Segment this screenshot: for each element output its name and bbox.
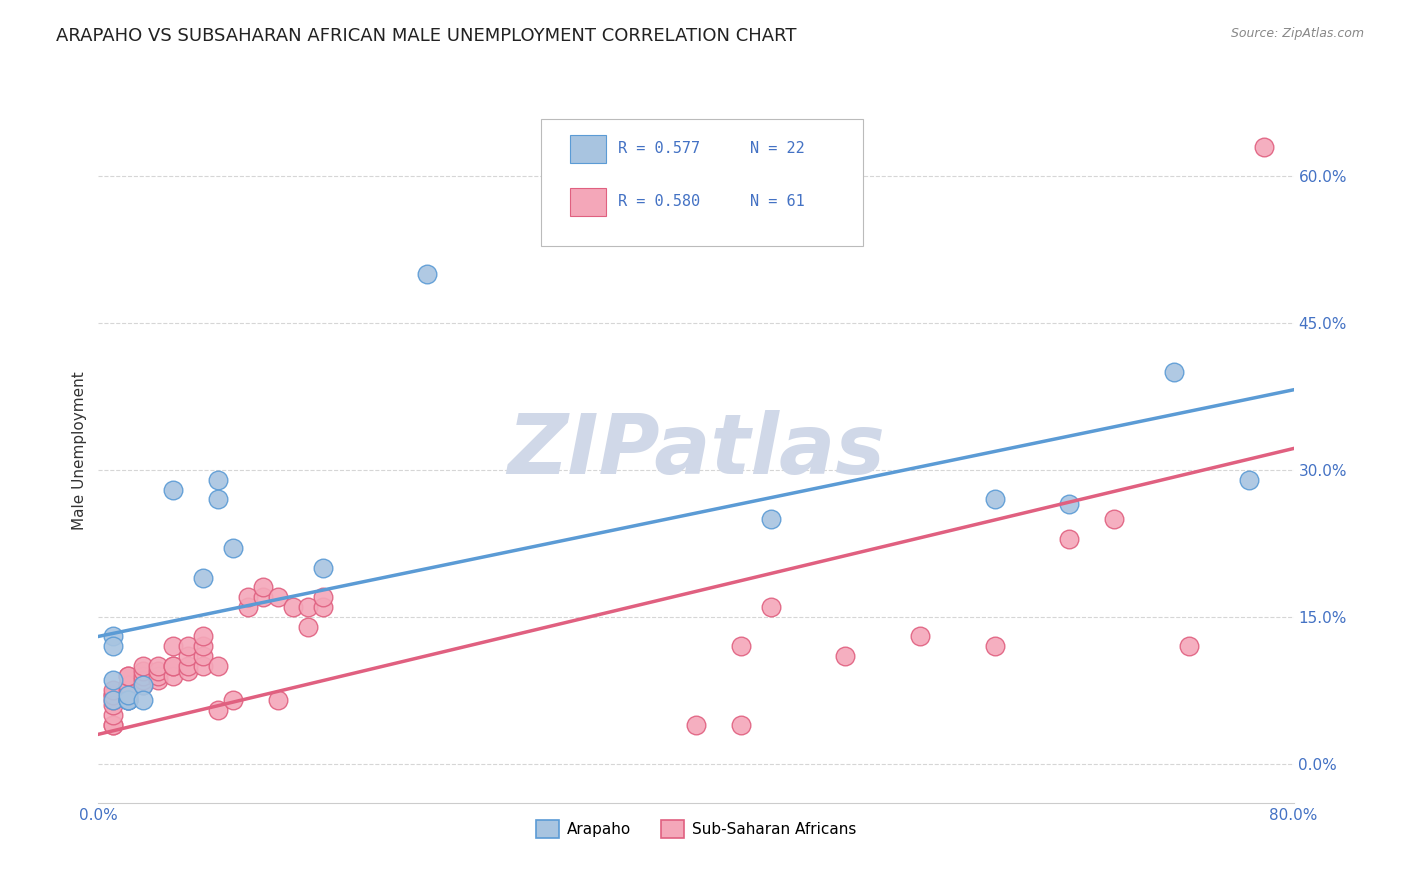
Point bbox=[162, 668, 184, 682]
Text: ARAPAHO VS SUBSAHARAN AFRICAN MALE UNEMPLOYMENT CORRELATION CHART: ARAPAHO VS SUBSAHARAN AFRICAN MALE UNEMP… bbox=[56, 27, 797, 45]
Point bbox=[236, 600, 259, 615]
Point bbox=[281, 600, 304, 615]
Point bbox=[162, 483, 184, 497]
Point bbox=[177, 658, 200, 673]
Point bbox=[132, 678, 155, 692]
Point bbox=[117, 678, 139, 692]
Point bbox=[297, 600, 319, 615]
Point bbox=[162, 639, 184, 653]
Point bbox=[117, 693, 139, 707]
Point bbox=[311, 600, 333, 615]
Point bbox=[103, 717, 125, 731]
Point bbox=[117, 668, 139, 682]
Text: Source: ZipAtlas.com: Source: ZipAtlas.com bbox=[1230, 27, 1364, 40]
Text: ZIPatlas: ZIPatlas bbox=[508, 410, 884, 491]
Point bbox=[207, 492, 229, 507]
Point bbox=[267, 693, 290, 707]
Point bbox=[685, 717, 707, 731]
Point bbox=[908, 629, 931, 643]
Point bbox=[117, 683, 139, 698]
Point bbox=[267, 591, 290, 605]
Point bbox=[311, 561, 333, 575]
Y-axis label: Male Unemployment: Male Unemployment bbox=[72, 371, 87, 530]
Point bbox=[103, 629, 125, 643]
Text: R = 0.580: R = 0.580 bbox=[619, 194, 700, 210]
Point bbox=[103, 698, 125, 712]
Point bbox=[103, 693, 125, 707]
Point bbox=[222, 541, 245, 556]
Point bbox=[117, 693, 139, 707]
Point bbox=[252, 581, 274, 595]
Point bbox=[117, 688, 139, 702]
Point bbox=[103, 707, 125, 722]
Point bbox=[984, 492, 1007, 507]
Bar bbox=[571, 187, 606, 216]
Point bbox=[103, 688, 125, 702]
Point bbox=[834, 648, 856, 663]
Point bbox=[132, 693, 155, 707]
Point bbox=[132, 668, 155, 682]
Point bbox=[759, 512, 782, 526]
FancyBboxPatch shape bbox=[541, 120, 863, 246]
Point bbox=[117, 668, 139, 682]
Text: R = 0.577: R = 0.577 bbox=[619, 141, 700, 156]
Point bbox=[207, 703, 229, 717]
Point bbox=[103, 639, 125, 653]
Point bbox=[252, 591, 274, 605]
Text: N = 22: N = 22 bbox=[749, 141, 804, 156]
Point bbox=[177, 639, 200, 653]
Point bbox=[132, 664, 155, 678]
Point bbox=[759, 600, 782, 615]
Point bbox=[416, 268, 439, 282]
Point bbox=[162, 658, 184, 673]
Point bbox=[191, 648, 214, 663]
Point bbox=[132, 658, 155, 673]
Point bbox=[191, 571, 214, 585]
Point bbox=[162, 658, 184, 673]
Point bbox=[103, 693, 125, 707]
Point bbox=[103, 683, 125, 698]
Point bbox=[311, 591, 333, 605]
Point bbox=[297, 619, 319, 633]
Point bbox=[1104, 512, 1126, 526]
Point bbox=[207, 658, 229, 673]
Point bbox=[117, 678, 139, 692]
Point bbox=[730, 717, 752, 731]
Point bbox=[148, 668, 170, 682]
Point bbox=[191, 658, 214, 673]
Point bbox=[236, 591, 259, 605]
Point bbox=[1059, 532, 1081, 546]
Point bbox=[1059, 497, 1081, 511]
Point bbox=[103, 717, 125, 731]
Point bbox=[148, 664, 170, 678]
Point bbox=[148, 673, 170, 688]
Point bbox=[984, 639, 1007, 653]
Point bbox=[117, 688, 139, 702]
Point bbox=[117, 693, 139, 707]
Point bbox=[191, 629, 214, 643]
Point bbox=[117, 693, 139, 707]
Text: N = 61: N = 61 bbox=[749, 194, 804, 210]
Point bbox=[1237, 473, 1260, 487]
Point bbox=[132, 678, 155, 692]
Point bbox=[177, 664, 200, 678]
Point bbox=[148, 658, 170, 673]
Point bbox=[132, 673, 155, 688]
Point bbox=[177, 648, 200, 663]
Point bbox=[191, 639, 214, 653]
Point bbox=[103, 673, 125, 688]
Bar bbox=[571, 135, 606, 163]
Point bbox=[730, 639, 752, 653]
Point bbox=[1163, 365, 1185, 379]
Point bbox=[103, 688, 125, 702]
Point bbox=[1178, 639, 1201, 653]
Point bbox=[222, 693, 245, 707]
Point bbox=[1253, 140, 1275, 154]
Point bbox=[207, 473, 229, 487]
Legend: Arapaho, Sub-Saharan Africans: Arapaho, Sub-Saharan Africans bbox=[530, 814, 862, 845]
